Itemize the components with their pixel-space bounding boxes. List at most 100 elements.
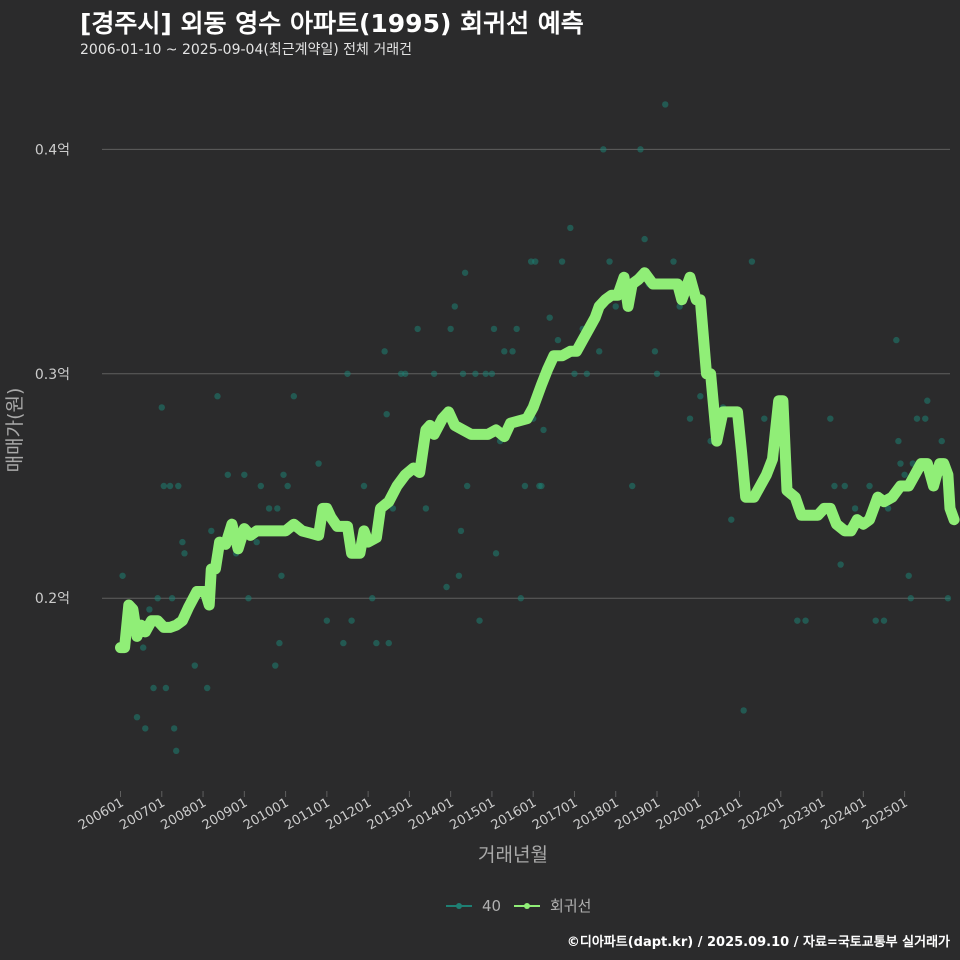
data-point [540,426,547,434]
x-tick-label: 200601 [76,795,126,833]
y-axis-label: 매매가(원) [4,388,26,473]
data-point [463,482,471,490]
legend: 40 회귀선 [446,897,591,915]
data-point [278,572,285,579]
x-axis: 2006012007012008012009012010012011012012… [76,791,911,833]
data-point [224,471,232,478]
data-point [166,482,174,490]
x-tick-label: 202001 [654,795,704,833]
data-point [160,482,168,490]
y-tick-label: 0.3억 [35,367,70,383]
data-point [290,393,298,400]
data-point [901,471,908,478]
data-point [501,348,508,355]
data-point [596,348,603,355]
data-point [461,269,469,276]
data-point [284,482,291,490]
data-point [831,482,838,490]
data-point [641,235,648,243]
data-point [606,258,613,265]
data-point [521,482,529,490]
data-point [567,224,574,232]
data-point [360,482,368,490]
data-point [472,370,479,377]
data-point [170,725,178,732]
data-point [662,101,669,108]
data-point [509,348,516,355]
data-point [907,595,914,602]
data-point [802,617,809,624]
data-point [884,505,892,512]
data-point [612,303,619,310]
chart-subtitle: 2006-01-10 ~ 2025-09-04(최근계약일) 전체 거래건 [80,42,412,58]
x-tick-label: 202301 [778,795,828,833]
data-point [893,336,900,344]
data-point [162,684,170,692]
data-point [175,482,182,490]
data-point [728,516,735,523]
data-point [554,336,562,344]
data-point [191,662,198,669]
data-point [315,460,322,467]
data-point [280,471,287,478]
data-point [385,639,392,647]
x-tick-label: 202201 [736,795,786,833]
data-point [181,550,188,557]
data-point [538,482,545,490]
x-tick-label: 202101 [695,795,745,833]
data-point [140,644,147,651]
data-point [880,617,888,624]
data-point [697,393,704,400]
x-tick-label: 201801 [571,795,621,833]
data-point [457,527,465,535]
data-point [402,370,409,377]
data-point [492,550,500,557]
source-caption: ©디아파트(dapt.kr) / 2025.09.10 / 자료=국토교통부 실… [566,935,950,950]
data-point [422,505,430,512]
data-point [651,348,659,355]
data-point [142,725,149,732]
data-point [245,595,252,602]
legend-label: 회귀선 [550,897,591,915]
chart-title: [경주시] 외동 영수 아파트(1995) 회귀선 예측 [80,9,584,38]
data-point [571,370,578,377]
x-tick-label: 201701 [530,795,580,833]
data-point [686,415,694,422]
data-point [430,370,438,377]
data-point [794,617,801,624]
data-point [257,482,265,490]
data-point [905,572,912,579]
data-point [482,370,489,377]
data-point [133,713,141,721]
data-point [323,617,331,624]
data-point [895,437,902,445]
x-tick-label: 201901 [613,795,663,833]
data-point [443,583,450,591]
data-point [150,684,157,692]
data-point [389,505,397,512]
data-point [761,415,768,422]
data-point [837,561,844,568]
data-point [922,415,929,422]
x-tick-label: 201301 [365,795,415,833]
data-point [459,370,467,377]
scatter-series [119,101,952,755]
x-tick-label: 201601 [489,795,539,833]
legend-label: 40 [482,897,501,915]
data-point [119,572,126,579]
data-point [740,707,747,714]
data-point [653,370,661,377]
data-point [670,258,677,265]
regression-series [115,267,960,654]
data-point [381,348,388,355]
data-point [447,325,454,333]
data-point [373,639,380,647]
data-point [600,146,607,153]
data-point [629,482,636,490]
x-tick-label: 200801 [159,795,209,833]
x-tick-label: 200901 [200,795,250,833]
data-point [168,595,176,602]
data-point [924,397,931,404]
x-tick-label: 202501 [860,795,910,833]
data-point [451,303,458,310]
